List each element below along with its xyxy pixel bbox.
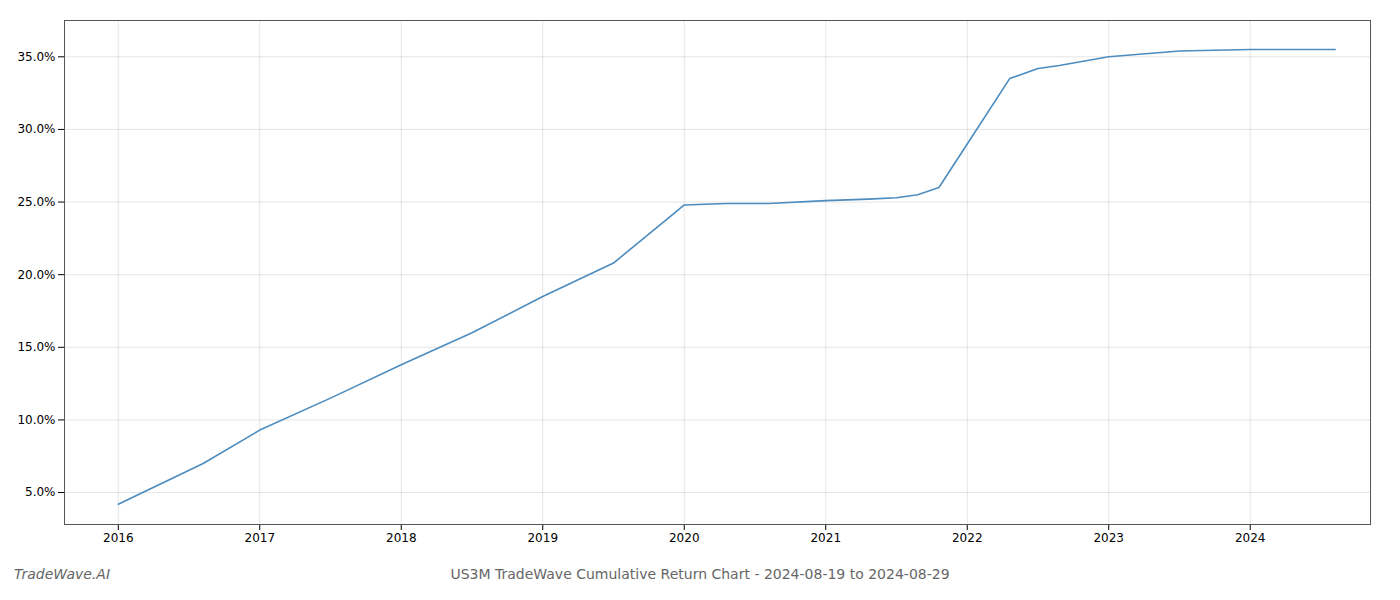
svg-text:35.0%: 35.0% <box>17 50 55 64</box>
svg-text:2022: 2022 <box>952 531 983 545</box>
svg-text:2017: 2017 <box>244 531 275 545</box>
svg-text:2018: 2018 <box>386 531 417 545</box>
svg-text:2016: 2016 <box>103 531 134 545</box>
svg-text:25.0%: 25.0% <box>17 195 55 209</box>
html-text:TradeWave.AI: TradeWave.AI <box>14 566 110 582</box>
svg-text:2020: 2020 <box>669 531 700 545</box>
svg-text:2024: 2024 <box>1235 531 1266 545</box>
svg-text:2023: 2023 <box>1093 531 1124 545</box>
svg-text:10.0%: 10.0% <box>17 413 55 427</box>
svg-text:2019: 2019 <box>527 531 558 545</box>
svg-text:15.0%: 15.0% <box>17 340 55 354</box>
html-text:US3M TradeWave Cumulative Retu: US3M TradeWave Cumulative Return Chart -… <box>450 566 950 582</box>
svg-text:20.0%: 20.0% <box>17 268 55 282</box>
svg-text:5.0%: 5.0% <box>25 485 56 499</box>
svg-text:30.0%: 30.0% <box>17 122 55 136</box>
svg-text:2021: 2021 <box>810 531 841 545</box>
